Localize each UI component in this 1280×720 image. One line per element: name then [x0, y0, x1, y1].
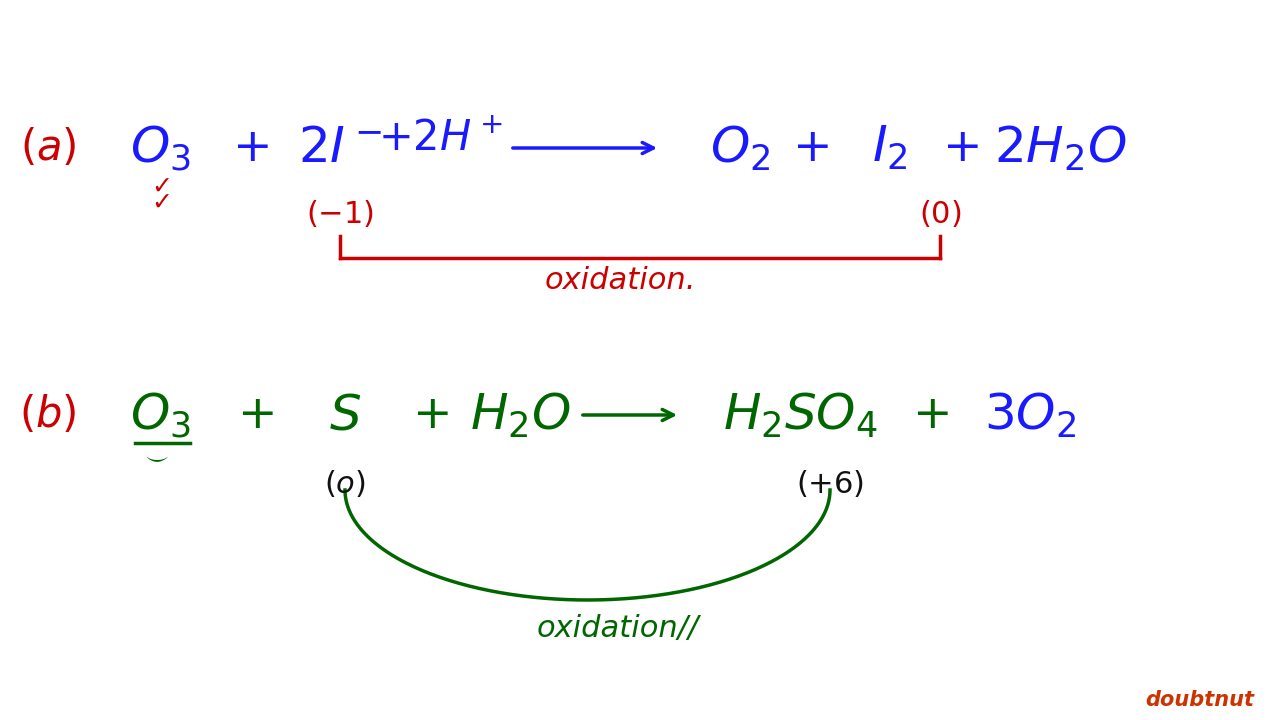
Text: oxidation.: oxidation.: [544, 266, 696, 294]
Text: $O_3$: $O_3$: [129, 390, 191, 440]
Text: $I_2$: $I_2$: [872, 124, 908, 172]
Text: $S$: $S$: [329, 391, 361, 439]
Text: $O_3$: $O_3$: [129, 123, 191, 173]
Text: $+$: $+$: [412, 392, 448, 438]
Text: $+2H^+$: $+2H^+$: [378, 117, 502, 159]
Text: $\smile$: $\smile$: [141, 447, 169, 467]
Text: $+$: $+$: [942, 125, 978, 171]
Text: $2H_2O$: $2H_2O$: [993, 123, 1126, 173]
Text: $+$: $+$: [792, 125, 828, 171]
Text: $3O_2$: $3O_2$: [984, 390, 1076, 439]
Text: $2I^-$: $2I^-$: [298, 124, 383, 172]
Text: $+$: $+$: [911, 392, 948, 438]
Text: $\checkmark$: $\checkmark$: [151, 174, 169, 198]
Text: oxidation//: oxidation//: [536, 613, 699, 642]
Text: $O_2$: $O_2$: [710, 123, 771, 173]
Text: $+$: $+$: [237, 392, 274, 438]
Text: $(o)$: $(o)$: [324, 467, 366, 498]
Text: $(-1)$: $(-1)$: [306, 197, 374, 228]
Text: $+$: $+$: [232, 125, 269, 171]
Text: $(a)$: $(a)$: [19, 127, 77, 169]
Text: $H_2O$: $H_2O$: [470, 390, 571, 439]
Text: $(b)$: $(b)$: [19, 394, 77, 436]
Text: $H_2SO_4$: $H_2SO_4$: [723, 390, 877, 439]
Text: doubtnut: doubtnut: [1146, 690, 1254, 710]
Text: $\checkmark$: $\checkmark$: [151, 190, 169, 214]
Text: $(0)$: $(0)$: [919, 197, 961, 228]
Text: $(+6)$: $(+6)$: [796, 467, 864, 498]
